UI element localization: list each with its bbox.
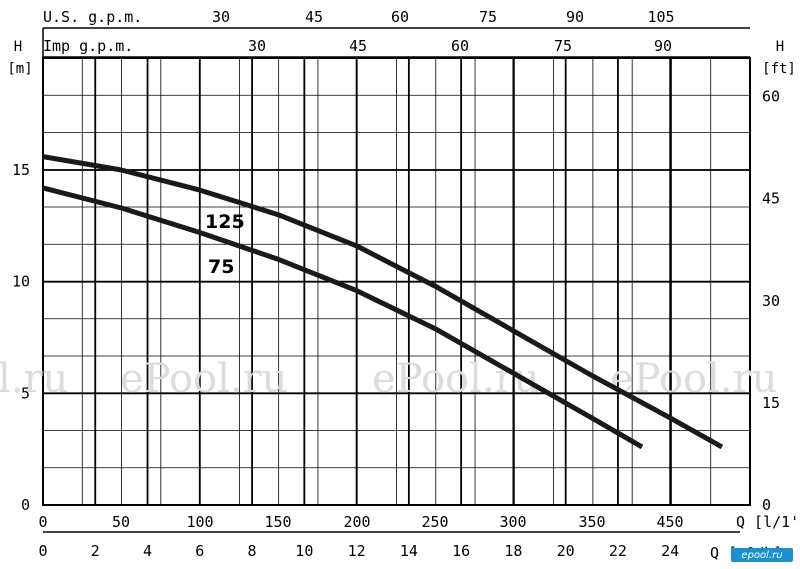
- right-tick-label: 45: [762, 190, 780, 208]
- right-tick-label: 60: [762, 88, 780, 106]
- lmin-tick-label: 150: [264, 513, 291, 531]
- left-tick-label: 0: [21, 496, 30, 514]
- grid: [42, 27, 751, 533]
- imp-gpm-tick-label: 30: [248, 37, 266, 55]
- imp-gpm-tick-label: 45: [349, 37, 367, 55]
- imp-gpm-label: Imp g.p.m.: [43, 37, 133, 55]
- watermark-text: ePool.ru: [372, 356, 540, 402]
- lmin-axis-label: Q [l/1']: [736, 513, 800, 531]
- curve-125: [42, 154, 724, 450]
- imp-gpm-tick-label: 75: [554, 37, 572, 55]
- epool-badge: [731, 548, 793, 562]
- m3h-tick-label: 16: [452, 542, 470, 560]
- left-axis-label: H: [14, 39, 22, 55]
- right-tick-label: 15: [762, 394, 780, 412]
- watermark-text: l.ru: [0, 356, 68, 402]
- plot-frame: [42, 57, 751, 506]
- lmin-tick-label: 250: [421, 513, 448, 531]
- m3h-tick-label: 18: [504, 542, 522, 560]
- lmin-tick-label: 100: [186, 513, 213, 531]
- right-axis-label: H: [776, 39, 784, 55]
- watermark-text: ePool.ru: [610, 356, 778, 402]
- left-tick-label: 15: [12, 161, 30, 179]
- right-axis-unit: [ft]: [762, 61, 796, 77]
- m3h-tick-label: 14: [400, 542, 418, 560]
- left-axis-unit: [m]: [7, 61, 32, 77]
- us-gpm-tick-label: 30: [212, 8, 230, 26]
- curve-75: [42, 185, 644, 450]
- watermark-text: ePool.ru: [120, 356, 288, 402]
- lmin-tick-label: 350: [578, 513, 605, 531]
- us-gpm-tick-label: 60: [391, 8, 409, 26]
- us-gpm-tick-label: 105: [647, 8, 674, 26]
- curve-label-125: 125: [205, 211, 245, 233]
- lmin-tick-label: 0: [38, 513, 47, 531]
- epool-badge-text: epool.ru: [741, 550, 782, 561]
- curves: [42, 154, 724, 450]
- us-gpm-tick-label: 90: [566, 8, 584, 26]
- left-tick-label: 5: [21, 384, 30, 402]
- m3h-tick-label: 24: [661, 542, 679, 560]
- m3h-tick-label: 4: [143, 542, 152, 560]
- imp-gpm-tick-label: 60: [451, 37, 469, 55]
- right-tick-label: 0: [762, 496, 771, 514]
- us-gpm-tick-label: 45: [305, 8, 323, 26]
- us-gpm-label: U.S. g.p.m.: [43, 8, 142, 26]
- lmin-tick-label: 300: [499, 513, 526, 531]
- curve-label-75: 75: [208, 256, 234, 278]
- us-gpm-tick-label: 75: [479, 8, 497, 26]
- lmin-tick-label: 450: [656, 513, 683, 531]
- m3h-tick-label: 22: [609, 542, 627, 560]
- m3h-tick-label: 8: [248, 542, 257, 560]
- m3h-tick-label: 0: [38, 542, 47, 560]
- m3h-tick-label: 2: [91, 542, 100, 560]
- imp-gpm-tick-label: 90: [654, 37, 672, 55]
- lmin-tick-label: 200: [343, 513, 370, 531]
- m3h-tick-label: 20: [557, 542, 575, 560]
- right-tick-label: 30: [762, 292, 780, 310]
- watermarks: l.ru ePool.ru ePool.ru ePool.ru: [0, 356, 778, 402]
- m3h-tick-label: 12: [348, 542, 366, 560]
- m3h-tick-label: 10: [295, 542, 313, 560]
- left-tick-label: 10: [12, 273, 30, 291]
- lmin-tick-label: 50: [112, 513, 130, 531]
- m3h-tick-label: 6: [195, 542, 204, 560]
